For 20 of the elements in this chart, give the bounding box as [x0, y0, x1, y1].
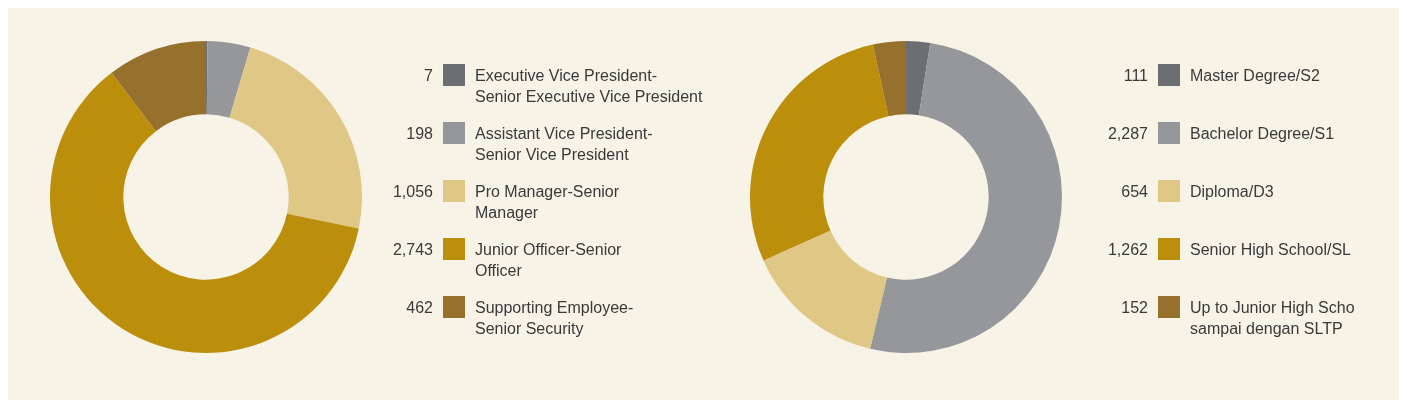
data-label: 1,262: [1106, 240, 1148, 260]
legend-label: Supporting Employee- Senior Security: [475, 298, 635, 339]
data-label: 462: [405, 298, 433, 318]
legend-label: Assistant Vice President- Senior Vice President: [475, 124, 654, 165]
legend-label: Junior Officer-Senior Officer: [475, 240, 623, 281]
data-label: 1,056: [391, 182, 433, 202]
legend-label: Bachelor Degree/S1: [1190, 124, 1336, 144]
data-label: 654: [1120, 182, 1148, 202]
legend-label: Diploma/D3: [1190, 182, 1275, 202]
legend-label: Master Degree/S2: [1190, 66, 1321, 86]
data-label: 198: [405, 124, 433, 144]
legend-label: Senior High School/SL: [1190, 240, 1352, 260]
data-label: 2,287: [1106, 124, 1148, 144]
data-label: 2,743: [391, 240, 433, 260]
data-label: 111: [1122, 66, 1148, 86]
data-label: 7: [423, 66, 433, 86]
legend-label: Executive Vice President- Senior Executive Vice President: [475, 66, 703, 107]
data-label: 152: [1120, 298, 1148, 318]
legend-label: Up to Junior High Scho sampai dengan SLTP: [1190, 298, 1356, 339]
legend-label: Pro Manager-Senior Manager: [475, 182, 621, 223]
